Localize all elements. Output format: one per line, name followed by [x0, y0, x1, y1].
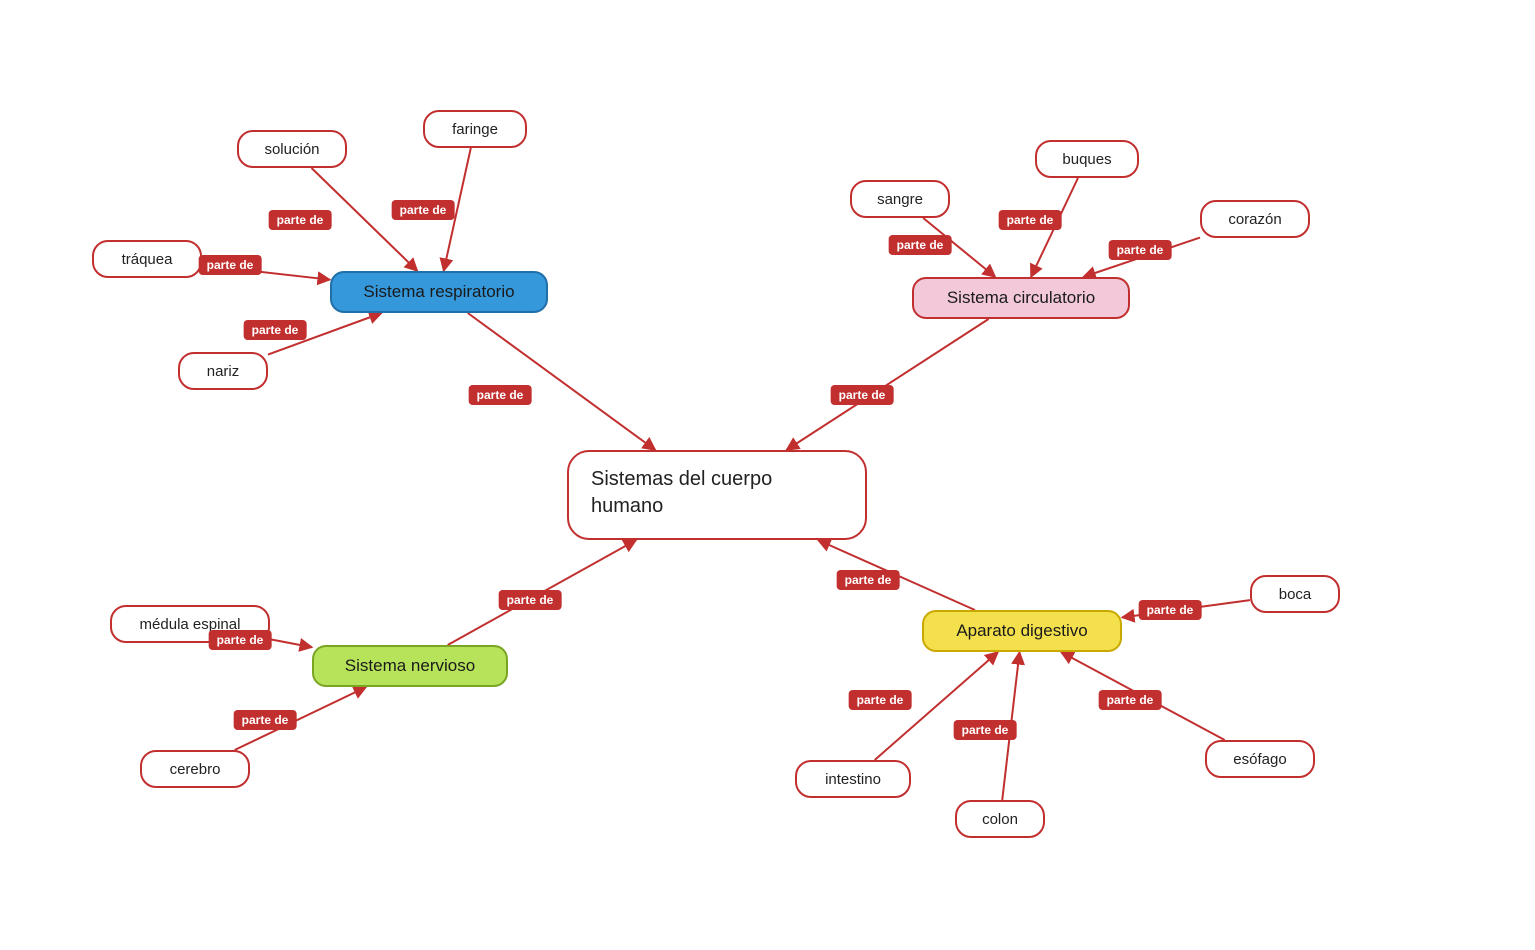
node-label: sangre — [877, 191, 923, 208]
node-cerebro[interactable]: cerebro — [140, 750, 250, 788]
node-esofago[interactable]: esófago — [1205, 740, 1315, 778]
node-label: cerebro — [170, 761, 221, 778]
edge-label-boca-digestivo: parte de — [1139, 600, 1202, 620]
node-faringe[interactable]: faringe — [423, 110, 527, 148]
edge-label-text: parte de — [1117, 243, 1164, 257]
node-label: Sistema circulatorio — [947, 288, 1095, 308]
node-respiratorio[interactable]: Sistema respiratorio — [330, 271, 548, 313]
edge-label-text: parte de — [1147, 603, 1194, 617]
edge-label-text: parte de — [507, 593, 554, 607]
node-solucion[interactable]: solución — [237, 130, 347, 168]
edge-label-digestivo-center: parte de — [837, 570, 900, 590]
edge-label-text: parte de — [217, 633, 264, 647]
node-label: tráquea — [122, 251, 173, 268]
node-buques[interactable]: buques — [1035, 140, 1139, 178]
edge-label-cerebro-nervioso: parte de — [234, 710, 297, 730]
node-label: Sistemas del cuerpo humano — [591, 466, 843, 520]
node-label: corazón — [1228, 211, 1281, 228]
node-nervioso[interactable]: Sistema nervioso — [312, 645, 508, 687]
edge-label-text: parte de — [277, 213, 324, 227]
node-colon[interactable]: colon — [955, 800, 1045, 838]
node-label: boca — [1279, 586, 1312, 603]
node-label: intestino — [825, 771, 881, 788]
node-center[interactable]: Sistemas del cuerpo humano — [567, 450, 867, 540]
edge-label-text: parte de — [962, 723, 1009, 737]
node-label: esófago — [1233, 751, 1286, 768]
edge-label-nervioso-center: parte de — [499, 590, 562, 610]
edge-label-text: parte de — [1007, 213, 1054, 227]
edge-medula-nervioso — [270, 639, 312, 647]
concept-map-canvas: Sistemas del cuerpo humano Sistema respir… — [0, 0, 1535, 950]
edge-label-text: parte de — [477, 388, 524, 402]
node-label: buques — [1062, 151, 1111, 168]
node-circulatorio[interactable]: Sistema circulatorio — [912, 277, 1130, 319]
node-label: faringe — [452, 121, 498, 138]
edge-label-respiratorio-center: parte de — [469, 385, 532, 405]
edge-label-medula-nervioso: parte de — [209, 630, 272, 650]
node-label: Aparato digestivo — [956, 621, 1087, 641]
node-nariz[interactable]: nariz — [178, 352, 268, 390]
edge-label-text: parte de — [400, 203, 447, 217]
edge-label-solucion-respiratorio: parte de — [269, 210, 332, 230]
edge-label-text: parte de — [207, 258, 254, 272]
edge-label-intestino-digestivo: parte de — [849, 690, 912, 710]
edge-label-text: parte de — [242, 713, 289, 727]
edge-label-text: parte de — [897, 238, 944, 252]
node-label: nariz — [207, 363, 240, 380]
edge-label-nariz-respiratorio: parte de — [244, 320, 307, 340]
edge-label-text: parte de — [1107, 693, 1154, 707]
node-label: Sistema nervioso — [345, 656, 475, 676]
edge-label-text: parte de — [845, 573, 892, 587]
node-intestino[interactable]: intestino — [795, 760, 911, 798]
edge-label-esofago-digestivo: parte de — [1099, 690, 1162, 710]
edge-label-traquea-respiratorio: parte de — [199, 255, 262, 275]
node-corazon[interactable]: corazón — [1200, 200, 1310, 238]
edge-respiratorio-center — [468, 313, 656, 450]
edge-label-colon-digestivo: parte de — [954, 720, 1017, 740]
edge-label-text: parte de — [857, 693, 904, 707]
edge-label-circulatorio-center: parte de — [831, 385, 894, 405]
node-digestivo[interactable]: Aparato digestivo — [922, 610, 1122, 652]
edge-label-buques-circulatorio: parte de — [999, 210, 1062, 230]
edge-label-corazon-circulatorio: parte de — [1109, 240, 1172, 260]
node-traquea[interactable]: tráquea — [92, 240, 202, 278]
edge-label-text: parte de — [252, 323, 299, 337]
node-label: Sistema respiratorio — [363, 282, 514, 302]
node-label: solución — [264, 141, 319, 158]
edge-label-faringe-respiratorio: parte de — [392, 200, 455, 220]
node-label: colon — [982, 811, 1018, 828]
edge-label-text: parte de — [839, 388, 886, 402]
node-boca[interactable]: boca — [1250, 575, 1340, 613]
edge-label-sangre-circulatorio: parte de — [889, 235, 952, 255]
node-sangre[interactable]: sangre — [850, 180, 950, 218]
